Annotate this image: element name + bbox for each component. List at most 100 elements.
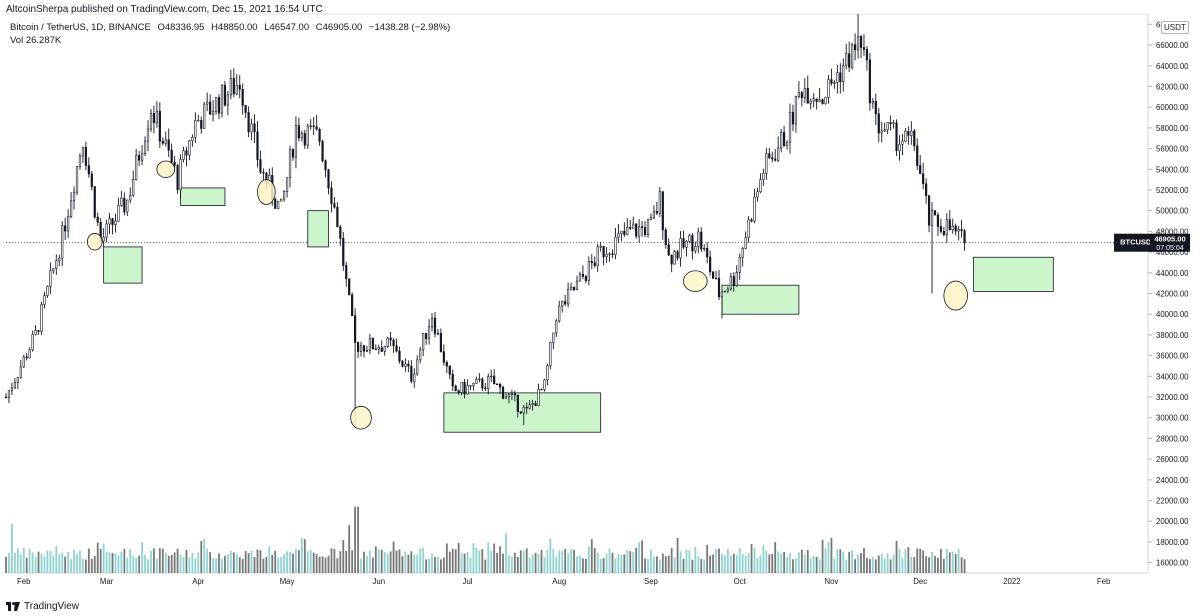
candle-body — [389, 337, 392, 341]
candle-body — [448, 365, 451, 375]
candle-body — [578, 273, 582, 282]
candle-body — [241, 88, 244, 106]
volume-bar — [434, 556, 436, 573]
candle-body — [478, 378, 481, 381]
candle-body — [880, 130, 883, 134]
candle-body — [519, 411, 522, 414]
candle-body — [46, 286, 49, 296]
candle-body — [439, 332, 443, 352]
candle-body — [706, 247, 709, 258]
y-tick-label: 44000.00 — [1156, 269, 1189, 278]
volume-bar — [868, 559, 871, 573]
candle-body — [182, 150, 185, 160]
volume-bar — [43, 556, 46, 573]
candle-body — [569, 286, 573, 290]
volume-bar — [937, 557, 939, 573]
volume-bar — [531, 554, 534, 573]
candle-body — [620, 230, 623, 234]
candle-body — [596, 246, 599, 266]
volume-bar — [493, 543, 496, 573]
candle-body — [510, 393, 514, 395]
volume-bar — [383, 552, 386, 573]
volume-bar — [303, 539, 306, 573]
volume-bar — [800, 549, 803, 573]
candle-body — [916, 145, 919, 166]
price-tag-symbol: BTCUSDT — [1120, 238, 1156, 247]
candle-body — [309, 125, 312, 128]
candle-body — [217, 97, 221, 114]
candle-body — [800, 92, 803, 99]
candle-body — [220, 84, 224, 114]
volume-bar — [910, 556, 913, 573]
candle-body — [528, 404, 531, 409]
y-tick-label: 40000.00 — [1156, 310, 1189, 319]
candle-body — [507, 394, 511, 398]
candle-body — [161, 140, 164, 144]
volume-bar — [295, 549, 297, 573]
candle-body — [392, 339, 395, 347]
volume-bar — [466, 552, 469, 573]
candle-body — [214, 97, 218, 113]
candle-body — [315, 126, 318, 130]
volume-bar — [543, 557, 546, 573]
volume-bar — [144, 555, 146, 573]
candle-body — [564, 301, 567, 305]
candle-body — [818, 99, 821, 102]
currency-badge[interactable]: USDT — [1161, 21, 1189, 34]
candle-body — [155, 110, 158, 123]
candle-body — [877, 113, 880, 134]
candle-body — [498, 383, 502, 388]
x-tick-label: Jul — [463, 577, 473, 586]
candle-body — [537, 388, 540, 407]
volume-bar — [729, 555, 732, 573]
volume-bar — [150, 550, 152, 573]
volume-bar — [682, 558, 685, 573]
candle-body — [422, 332, 425, 351]
time-axis[interactable]: Feb Mar Apr May Jun Jul Aug Sep Oct Nov Dec 2022 Feb — [17, 577, 1111, 586]
candle-body — [312, 125, 315, 128]
volume-bar — [724, 555, 726, 573]
candle-body — [401, 360, 404, 367]
candle-body — [534, 403, 537, 407]
candle-body — [732, 276, 735, 287]
volume-bar — [442, 557, 445, 573]
volume-bar — [780, 553, 783, 573]
x-tick-label: Aug — [552, 577, 566, 586]
candle-body — [901, 140, 904, 145]
support-zones — [103, 187, 1054, 433]
candle-body — [895, 122, 898, 152]
volume-bar — [52, 555, 55, 573]
volume-bar — [818, 559, 821, 573]
volume-bar — [185, 549, 188, 573]
candle-body — [525, 406, 528, 409]
candle-body — [430, 317, 434, 328]
volume-bar — [58, 554, 61, 573]
volume-bar — [167, 555, 170, 573]
candle-body — [759, 179, 762, 193]
volume-bar — [422, 548, 425, 573]
candle-body — [907, 131, 910, 136]
volume-bar — [428, 558, 430, 573]
candle-body — [365, 350, 369, 352]
volume-bar — [235, 553, 238, 573]
price-axis[interactable]: 16000.00 18000.00 20000.00 22000.00 24000.00… — [1148, 20, 1189, 568]
volume-bar — [750, 544, 753, 573]
volume-bar — [866, 557, 868, 573]
volume-bar — [454, 549, 457, 573]
candle-body — [129, 194, 132, 201]
volume-bar — [120, 551, 123, 573]
highlight-circle — [943, 280, 968, 311]
candle-body — [726, 288, 729, 292]
candle-body — [735, 272, 738, 287]
candle-body — [55, 260, 58, 269]
volume-bar — [883, 558, 886, 573]
candle-body — [688, 235, 691, 242]
volume-bar — [229, 550, 232, 573]
volume-bar — [268, 546, 271, 573]
y-tick-label: 60000.00 — [1156, 103, 1189, 112]
volume-bar — [632, 552, 635, 573]
candle-body — [132, 179, 135, 196]
volume-bar — [366, 556, 368, 573]
volume-bar — [13, 553, 16, 573]
